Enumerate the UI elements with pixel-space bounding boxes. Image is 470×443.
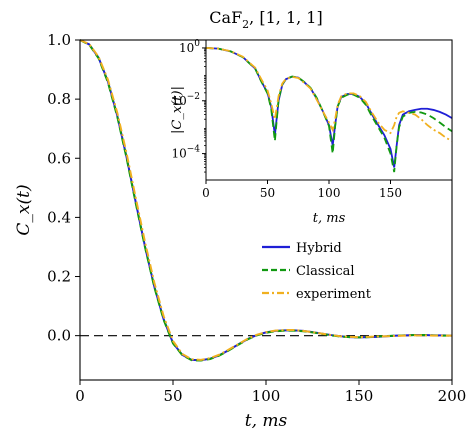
- legend-item-experiment: experiment: [262, 287, 372, 302]
- y-tick-label: 0.0: [47, 327, 71, 345]
- legend-item-classical: Classical: [262, 264, 355, 279]
- legend: Hybrid Classical experiment: [262, 241, 372, 302]
- x-tick-label: 100: [252, 387, 281, 405]
- y-tick-label: 1.0: [47, 31, 71, 49]
- x-tick-label: 0: [75, 387, 85, 405]
- chart-title: CaF2, [1, 1, 1]: [209, 8, 322, 31]
- inset-x-tick-label: 100: [318, 186, 341, 200]
- inset-x-tick-label: 0: [202, 186, 210, 200]
- inset-y-axis-label: |C_x(t)|: [170, 86, 185, 134]
- series-line-classical: [79, 39, 452, 362]
- y-tick-label: 0.8: [47, 90, 71, 108]
- y-tick-label: 0.4: [47, 208, 71, 226]
- main-plot: 0 50 100 150 200 0.0 0.2 0.4 0.6 0.8 1.0 t, ms C_x(t…: [14, 31, 466, 431]
- inset-x-axis-label: t, ms: [313, 211, 346, 226]
- legend-label-experiment: experiment: [296, 287, 372, 302]
- legend-label-hybrid: Hybrid: [296, 241, 342, 256]
- x-tick-label: 150: [345, 387, 374, 405]
- inset-series-group: [206, 47, 452, 173]
- y-tick-label: 0.2: [47, 268, 71, 286]
- x-axis-label: t, ms: [245, 411, 288, 431]
- inset-series-line-experiment: [206, 47, 452, 142]
- inset-x-tick-label: 150: [379, 186, 402, 200]
- y-axis-label: C_x(t): [14, 184, 34, 235]
- inset-y-tick-label: 10−2: [171, 92, 200, 108]
- legend-label-classical: Classical: [296, 264, 355, 279]
- legend-item-hybrid: Hybrid: [262, 241, 342, 256]
- x-tick-label: 50: [163, 387, 182, 405]
- x-tick-label: 200: [438, 387, 467, 405]
- inset-x-tick-label: 50: [260, 186, 275, 200]
- series-line-experiment: [79, 39, 452, 361]
- inset-plot: 0 50 100 150 100 10−2 10−4 t, ms |C_x(t)|: [170, 39, 453, 226]
- inset-y-tick-label: 10−4: [171, 145, 200, 161]
- y-tick-label: 0.6: [47, 149, 71, 167]
- inset-y-tick-label: 100: [179, 39, 200, 55]
